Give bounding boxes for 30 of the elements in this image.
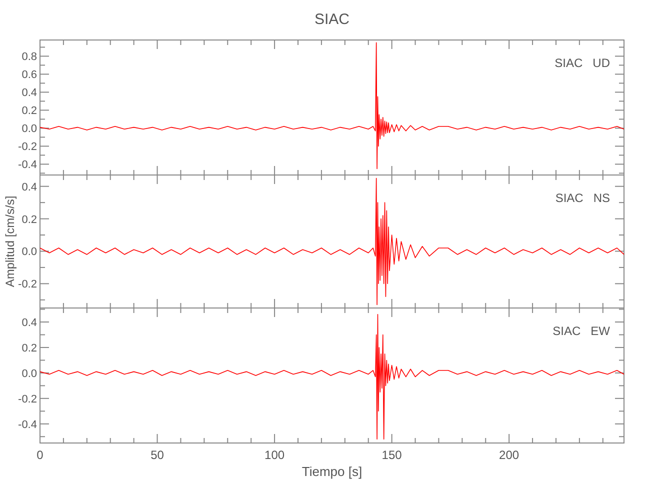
y-tick-label: 0.2 <box>22 105 37 118</box>
annotation: SIAC UD <box>554 56 610 70</box>
x-tick-label: 100 <box>264 448 285 462</box>
line-series <box>40 178 624 306</box>
x-tick-label: 200 <box>499 448 520 462</box>
y-tick-label: -0.4 <box>18 159 37 172</box>
y-axis-title: Amplitud [cm/s/s] <box>3 196 17 288</box>
x-tick-label: 50 <box>150 448 164 462</box>
y-tick-label: 0.4 <box>22 317 37 330</box>
y-tick-label: 0.6 <box>22 69 37 82</box>
y-tick-label: -0.2 <box>18 278 37 291</box>
y-tick-label: -0.2 <box>18 393 37 406</box>
y-tick-label: 0.2 <box>22 342 37 354</box>
y-tick-label: 0.4 <box>22 87 37 100</box>
line-series <box>40 314 624 440</box>
x-tick-label: 0 <box>36 448 44 462</box>
y-tick-label: 0.0 <box>22 123 37 136</box>
y-tick-label: 0.8 <box>22 51 37 64</box>
y-tick-label: 0.2 <box>22 214 37 226</box>
x-axis-title: Tiempo [s] <box>302 464 362 479</box>
y-tick-label: 0.4 <box>22 181 37 194</box>
y-tick-label: 0.0 <box>22 246 37 258</box>
annotation: SIAC EW <box>552 324 611 338</box>
y-tick-label: 0.0 <box>22 368 37 380</box>
line-series <box>40 42 624 170</box>
y-tick-label: -0.4 <box>18 418 37 431</box>
x-tick-label: 150 <box>382 448 402 462</box>
chart-title: SIAC <box>314 11 350 28</box>
y-tick-label: -0.2 <box>18 141 37 154</box>
annotation: SIAC NS <box>555 191 610 205</box>
